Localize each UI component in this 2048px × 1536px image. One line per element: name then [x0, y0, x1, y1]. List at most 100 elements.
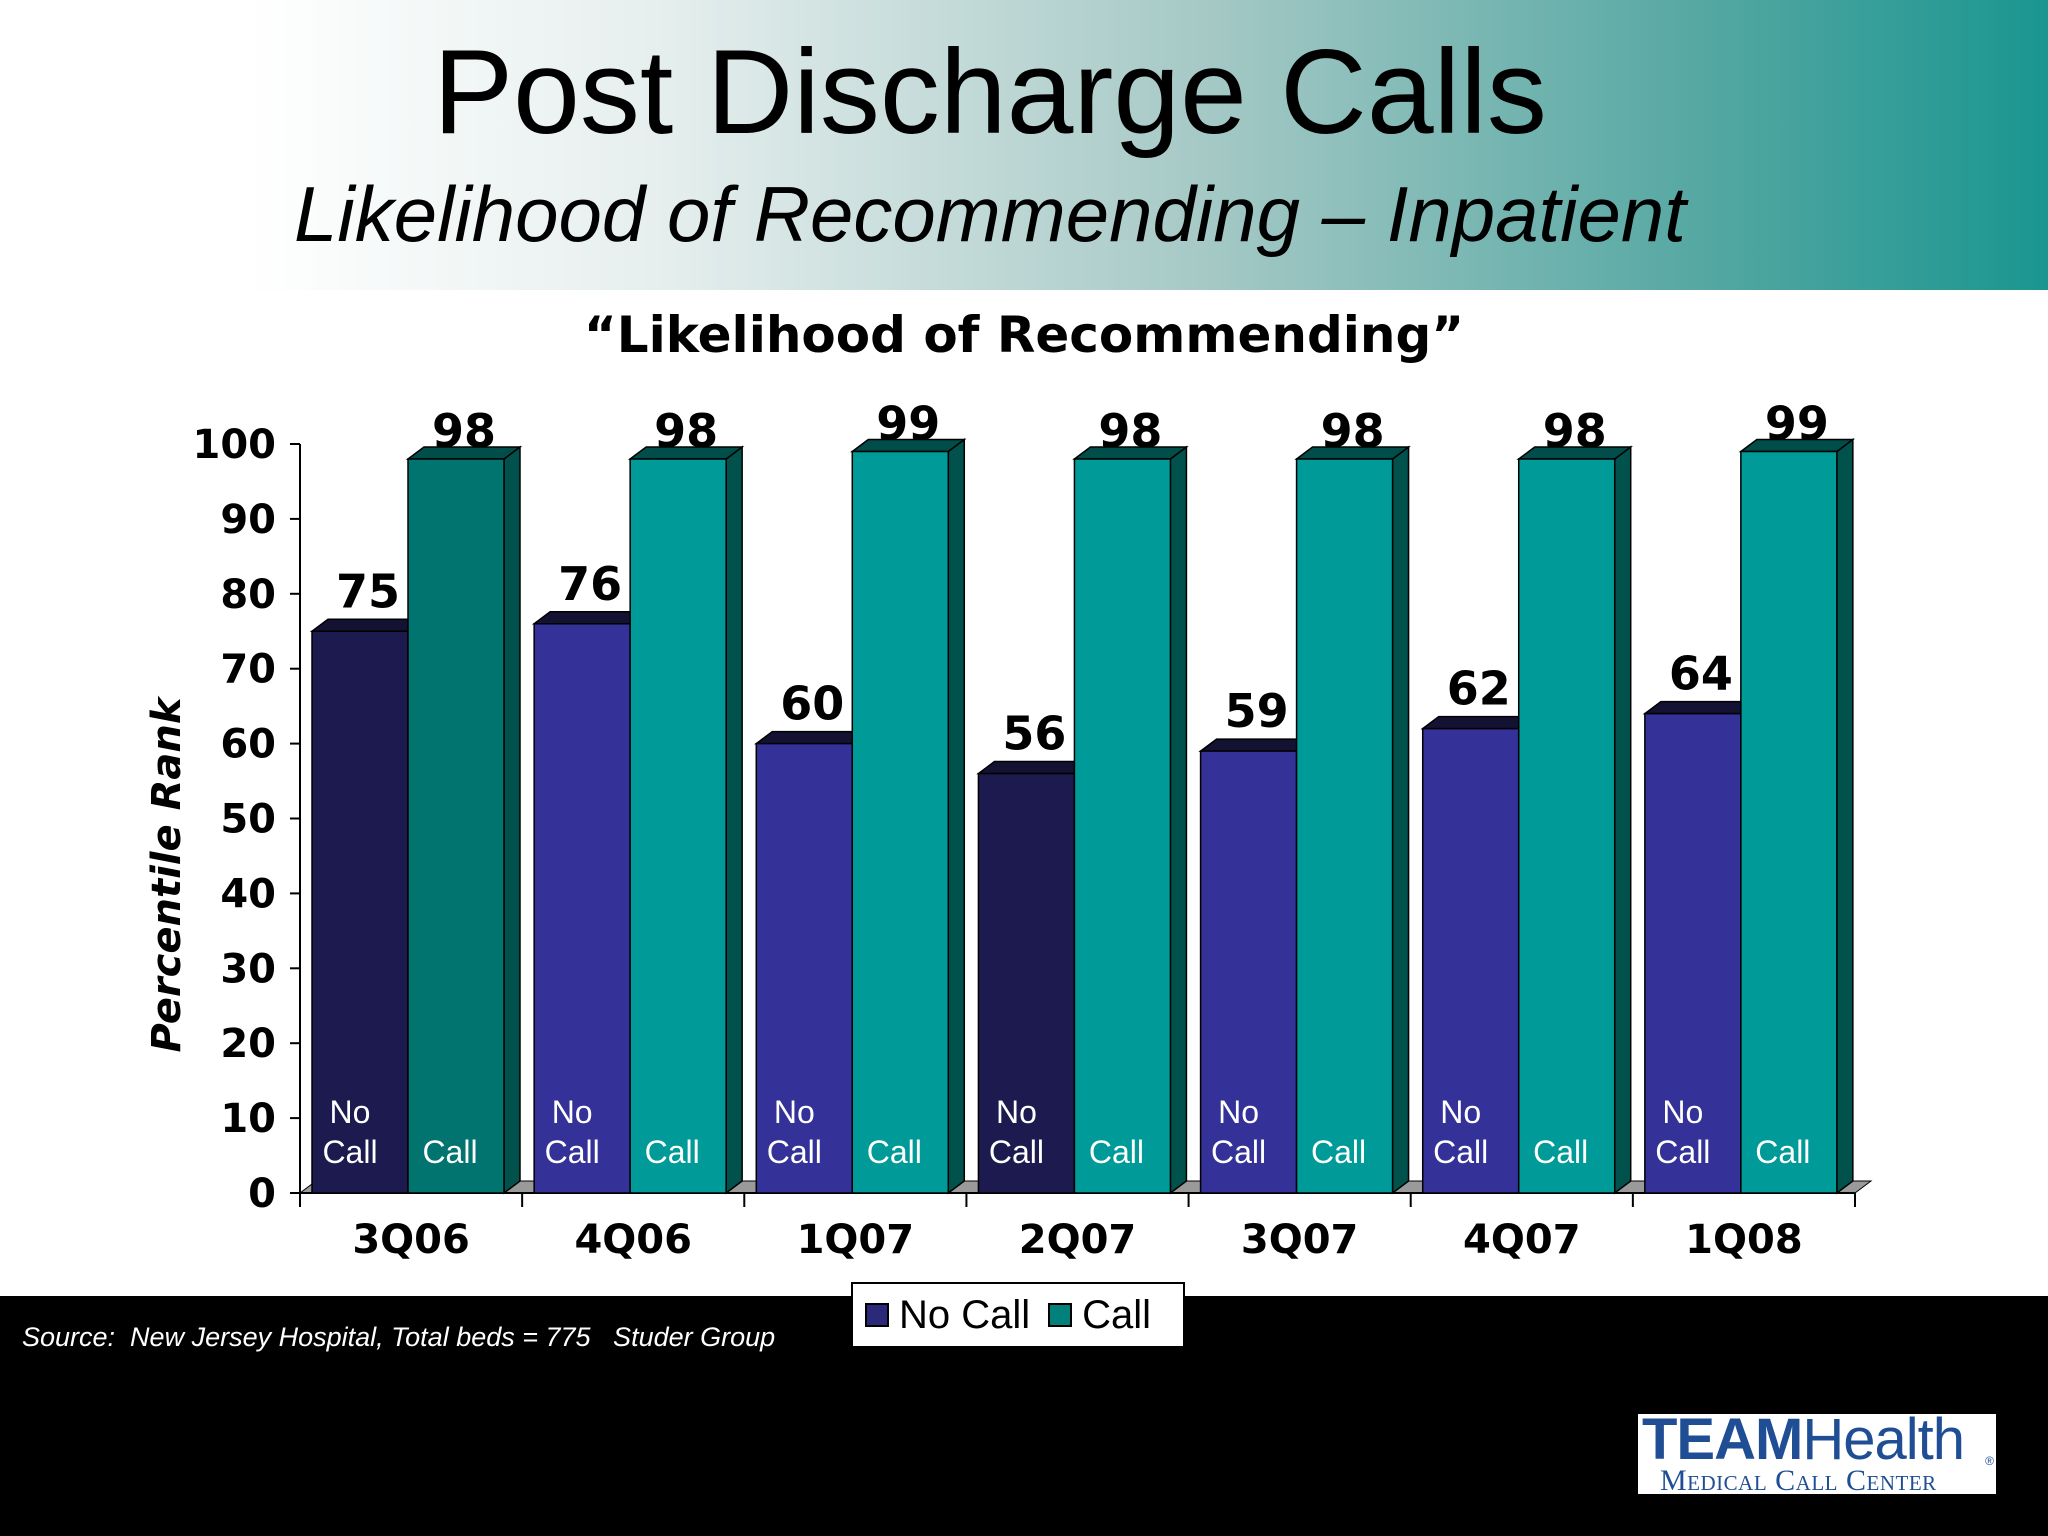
- data-label-call: 99: [876, 396, 940, 450]
- in-bar-label-no-call: Call: [545, 1134, 600, 1170]
- data-label-call: 98: [1321, 404, 1385, 458]
- legend-swatch-call: [1048, 1303, 1073, 1327]
- y-tick-label: 80: [220, 572, 276, 618]
- y-tick-label: 40: [220, 871, 276, 917]
- bar-top-no-call: [754, 730, 871, 745]
- chart-bars: [309, 437, 1856, 1195]
- in-bar-label-no-call: Call: [1655, 1134, 1710, 1170]
- legend-label-no-call: No Call: [899, 1292, 1031, 1337]
- legend-label-call: Call: [1082, 1292, 1152, 1337]
- y-tick-label: 0: [248, 1171, 276, 1217]
- bar-side-call: [725, 445, 743, 1195]
- bar-call: [1517, 458, 1616, 1194]
- x-tick-label: 1Q07: [797, 1217, 915, 1263]
- bar-call: [407, 458, 505, 1194]
- y-axis-title: Percentile Rank: [144, 695, 190, 1052]
- chart-title: “Likelihood of Recommending”: [583, 306, 1465, 364]
- chart-legend: No Call Call: [851, 1282, 1185, 1348]
- bar-no-call: [533, 623, 631, 1194]
- data-label-call: 98: [1543, 404, 1607, 458]
- in-bar-label-no-call: No: [552, 1094, 593, 1130]
- in-bar-label-no-call: No: [330, 1094, 371, 1130]
- source-note: Source: New Jersey Hospital, Total beds …: [22, 1322, 776, 1352]
- in-bar-label-no-call: No: [774, 1094, 815, 1130]
- y-tick-label: 100: [193, 422, 277, 468]
- bar-call: [1295, 458, 1394, 1194]
- y-tick-label: 20: [220, 1021, 276, 1067]
- bar-no-call: [1421, 727, 1520, 1194]
- legend-item-call: Call: [1048, 1293, 1151, 1338]
- data-label-call: 99: [1765, 396, 1829, 450]
- bar-chart: 0 10 20 30 40 50 60 70 80 90 100 3Q06 75 98 No Call Cal…: [144, 396, 1873, 1263]
- bar-top-no-call: [1642, 700, 1760, 715]
- bar-no-call: [311, 630, 409, 1194]
- data-label-call: 98: [432, 404, 496, 458]
- data-label-call: 98: [654, 404, 718, 458]
- in-bar-label-call: Call: [645, 1134, 700, 1170]
- bar-no-call: [1199, 750, 1298, 1194]
- bar-side-call: [1836, 437, 1854, 1195]
- in-bar-label-call: Call: [1755, 1134, 1810, 1170]
- in-bar-label-no-call: Call: [1211, 1134, 1266, 1170]
- bar-call: [629, 458, 727, 1194]
- in-bar-label-no-call: No: [1218, 1094, 1259, 1130]
- logo-health-text: Health: [1802, 1407, 1965, 1472]
- y-tick-label: 30: [220, 946, 276, 992]
- bar-side-call: [1391, 445, 1410, 1195]
- teamhealth-logo: TEAMHealth ® Medical Call Center: [1638, 1408, 1996, 1497]
- y-tick-label: 70: [220, 647, 276, 693]
- y-tick-label: 90: [220, 497, 276, 543]
- in-bar-label-call: Call: [422, 1134, 477, 1170]
- x-tick-label: 3Q07: [1241, 1217, 1359, 1263]
- in-bar-label-call: Call: [867, 1134, 922, 1170]
- x-tick-label: 2Q07: [1019, 1217, 1137, 1263]
- bar-side-call: [1613, 445, 1632, 1195]
- in-bar-label-no-call: Call: [989, 1134, 1044, 1170]
- in-bar-label-no-call: Call: [1433, 1134, 1488, 1170]
- y-tick-label: 60: [220, 722, 276, 768]
- bar-top-no-call: [976, 760, 1093, 775]
- chart-labels: 3Q06 75 98 No Call Call 4Q06 76 98 No Call Call 1Q07…: [322, 396, 1828, 1263]
- y-tick-label: 10: [220, 1096, 276, 1142]
- x-tick-label: 1Q08: [1685, 1217, 1803, 1263]
- data-label-no-call: 64: [1669, 647, 1733, 701]
- data-label-no-call: 56: [1002, 707, 1066, 761]
- legend-swatch-no-call: [865, 1303, 889, 1327]
- data-label-call: 98: [1098, 404, 1162, 458]
- data-label-no-call: 60: [780, 677, 844, 731]
- in-bar-label-no-call: No: [1662, 1094, 1703, 1130]
- in-bar-label-no-call: Call: [322, 1134, 377, 1170]
- bar-top-no-call: [531, 611, 649, 625]
- data-label-no-call: 76: [558, 557, 622, 611]
- bar-call: [1740, 450, 1838, 1194]
- bar-no-call: [977, 772, 1076, 1194]
- bar-no-call: [755, 742, 854, 1194]
- x-tick-label: 4Q07: [1463, 1217, 1581, 1263]
- y-tick-label: 50: [220, 797, 276, 843]
- data-label-no-call: 62: [1447, 662, 1511, 716]
- logo-subtitle: Medical Call Center: [1660, 1464, 1937, 1497]
- in-bar-label-no-call: No: [1440, 1094, 1481, 1130]
- bar-top-no-call: [1420, 715, 1537, 730]
- data-label-no-call: 59: [1225, 684, 1289, 738]
- x-tick-label: 4Q06: [574, 1217, 692, 1263]
- in-bar-label-no-call: Call: [767, 1134, 822, 1170]
- bar-side-call: [1169, 445, 1188, 1195]
- bar-call: [1073, 458, 1172, 1194]
- in-bar-label-call: Call: [1311, 1134, 1366, 1170]
- page-title: Post Discharge Calls: [433, 25, 1547, 159]
- page-subtitle: Likelihood of Recommending – Inpatient: [294, 170, 1686, 258]
- bar-side-call: [947, 437, 966, 1195]
- bar-call: [851, 450, 950, 1194]
- logo-team-text: TEAM: [1642, 1407, 1803, 1472]
- in-bar-label-call: Call: [1533, 1134, 1588, 1170]
- logo-registered-mark: ®: [1985, 1454, 1994, 1468]
- bar-top-no-call: [309, 618, 427, 632]
- legend-item-no-call: No Call: [865, 1293, 1030, 1338]
- header-band: [0, 0, 2048, 290]
- in-bar-label-no-call: No: [996, 1094, 1037, 1130]
- in-bar-label-call: Call: [1089, 1134, 1144, 1170]
- data-label-no-call: 75: [336, 564, 400, 618]
- bar-no-call: [1644, 712, 1742, 1194]
- bar-side-call: [503, 445, 521, 1195]
